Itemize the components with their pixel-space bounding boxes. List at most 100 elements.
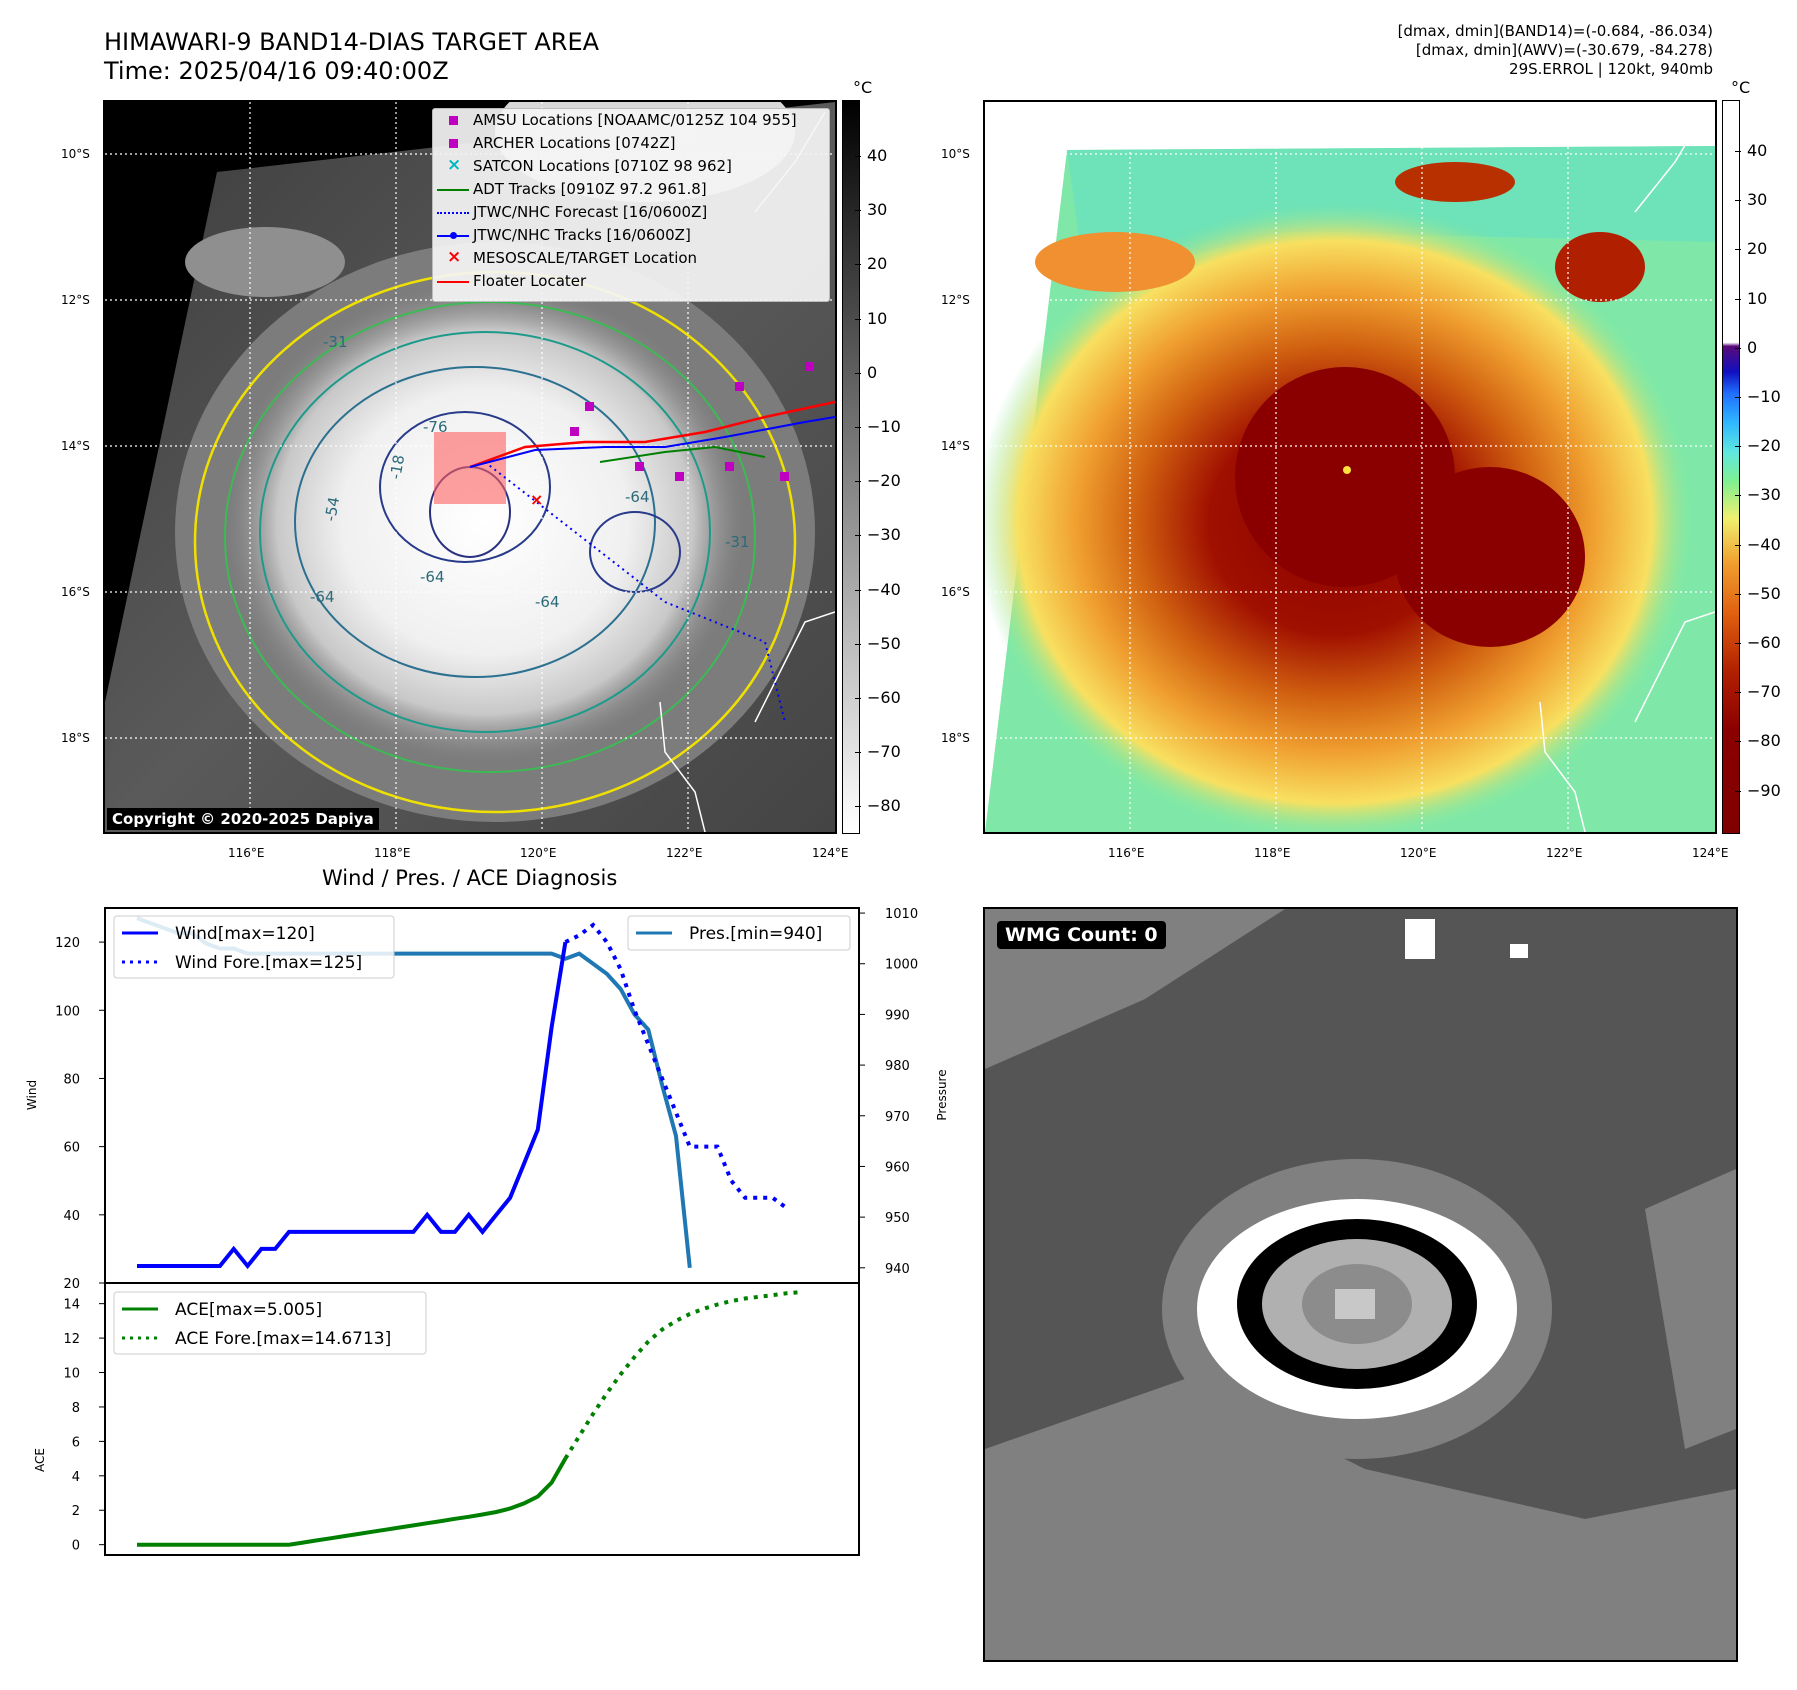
colorbar-tick-label: −70 [867, 742, 901, 762]
colorbar-tick-label: −20 [1747, 436, 1781, 456]
wmg-image [985, 909, 1736, 1660]
colorbar-tick-label: 40 [1747, 141, 1768, 160]
colorbar-tick-mark [855, 156, 861, 157]
legend-symbol-icon: × [447, 247, 462, 267]
colorbar-tick-label: −90 [1747, 780, 1781, 800]
colorbar-tick-mark [1735, 741, 1741, 743]
colorbar-tick-label: −60 [867, 688, 901, 707]
ace-axis-label: ACE [33, 1448, 47, 1472]
colorbar-tick-label: −10 [867, 417, 901, 436]
colorbar-tick-mark [1735, 593, 1741, 595]
legend-item: AMSU Locations [NOAAMC/0125Z 104 955] [433, 109, 829, 132]
lon-label: 118°E [374, 846, 411, 860]
copyright-label: Copyright © 2020-2025 Dapiya [107, 808, 379, 830]
lon-label: 122°E [666, 846, 703, 860]
colorbar-tick-mark [855, 643, 861, 645]
series-line-wind [137, 941, 568, 1270]
wind-tick-label: 80 [63, 1072, 80, 1087]
lon-label: 124°E [1692, 846, 1729, 860]
ace-tick-label: 12 [63, 1332, 80, 1347]
ace-tick-label: 14 [63, 1298, 80, 1313]
colorbar-tick-mark [855, 210, 861, 212]
legend-label: JTWC/NHC Forecast [16/0600Z] [473, 203, 708, 221]
pressure-tick-label: 1010 [885, 907, 918, 922]
colorbar-tick-mark [855, 264, 861, 266]
color-colorbar-unit: °C [1731, 78, 1751, 97]
contour-label: -64 [535, 593, 560, 611]
legend-item: ADT Tracks [0910Z 97.2 961.8] [433, 178, 829, 201]
chart-title: HIMAWARI-9 BAND14-DIAS TARGET AREA [104, 28, 600, 56]
ace-tick-label: 2 [72, 1504, 80, 1519]
info-dmax-awv: [dmax, dmin](AWV)=(-30.679, -84.278) [1415, 41, 1713, 59]
legend-label: Floater Locater [473, 272, 587, 290]
contour-label: -76 [423, 418, 448, 436]
legend-label: SATCON Locations [0710Z 98 962] [473, 157, 732, 175]
legend-wind-label: Wind[max=120] [175, 924, 315, 944]
wind-tick-label: 40 [63, 1209, 80, 1224]
wind-axis-label: Wind [25, 1080, 39, 1110]
wind-tick-label: 100 [55, 1004, 80, 1019]
contour-label: -64 [420, 568, 445, 586]
lat-label: 12°S [941, 293, 970, 307]
pressure-tick-label: 950 [885, 1211, 910, 1226]
color-map-image [985, 102, 1715, 832]
pressure-tick-label: 1000 [885, 958, 918, 973]
pressure-axis-label: Pressure [935, 1069, 949, 1120]
legend-item: × SATCON Locations [0710Z 98 962] [433, 155, 829, 178]
colorbar-tick-label: −50 [867, 633, 901, 653]
colorbar-tick-mark [855, 806, 861, 808]
lon-label: 116°E [1108, 846, 1145, 860]
lon-label: 120°E [520, 846, 557, 860]
ace-tick-label: 8 [72, 1401, 80, 1416]
contour-label: -31 [725, 533, 750, 551]
contour-label: -64 [310, 588, 335, 606]
legend-symbol-icon [433, 178, 473, 201]
chart-time: Time: 2025/04/16 09:40:00Z [104, 57, 449, 85]
contour-label: -31 [323, 333, 348, 351]
colorbar-tick-label: −70 [1747, 682, 1781, 702]
pressure-tick-label: 940 [885, 1262, 910, 1277]
colorbar-tick-mark [1735, 692, 1741, 694]
colorbar-tick-label: −40 [867, 579, 901, 599]
colorbar-tick-label: 20 [867, 254, 888, 274]
colorbar-tick-mark [855, 318, 861, 320]
colorbar-tick-mark [855, 698, 861, 699]
wmg-count-label: WMG Count: 0 [997, 921, 1166, 949]
contour-label: -54 [321, 495, 343, 522]
colorbar-tick-label: 20 [1747, 239, 1768, 259]
info-storm: 29S.ERROL | 120kt, 940mb [1509, 60, 1713, 78]
colorbar-tick-label: −20 [867, 471, 901, 491]
colorbar-tick-label: −80 [1747, 731, 1781, 751]
colorbar-tick-label: 40 [867, 146, 888, 165]
pressure-tick-label: 970 [885, 1110, 910, 1125]
legend-item: × MESOSCALE/TARGET Location [433, 247, 829, 270]
colorbar-tick-label: 0 [867, 362, 878, 382]
legend-symbol-icon [433, 132, 473, 155]
contour-label: -64 [625, 488, 650, 506]
colorbar-tick-mark [1735, 643, 1741, 644]
pressure-tick-label: 990 [885, 1008, 910, 1023]
wind-tick-label: 60 [63, 1141, 80, 1156]
ir-colorbar-unit: °C [853, 78, 873, 97]
colorbar-tick-mark [855, 752, 861, 754]
legend-label: ARCHER Locations [0742Z] [473, 134, 676, 152]
color-colorbar [1722, 100, 1740, 834]
legend-label: AMSU Locations [NOAAMC/0125Z 104 955] [473, 111, 797, 129]
diagnosis-title: Wind / Pres. / ACE Diagnosis [322, 866, 618, 890]
colorbar-tick-label: 30 [867, 200, 888, 220]
wmg-panel: WMG Count: 0 [983, 907, 1738, 1662]
legend-label: MESOSCALE/TARGET Location [473, 249, 698, 267]
colorbar-tick-mark [1735, 790, 1741, 792]
colorbar-tick-label: 10 [867, 308, 888, 328]
legend-label: JTWC/NHC Tracks [16/0600Z] [473, 226, 691, 244]
ace-tick-label: 10 [63, 1367, 80, 1382]
lon-label: 120°E [1400, 846, 1437, 860]
legend-symbol-icon [433, 270, 473, 293]
colorbar-tick-label: −40 [1747, 534, 1781, 554]
legend-item: JTWC/NHC Forecast [16/0600Z] [433, 201, 829, 224]
colorbar-tick-label: 10 [1747, 288, 1768, 308]
colorbar-tick-mark [1735, 151, 1741, 152]
wind-tick-label: 120 [55, 936, 80, 951]
colorbar-tick-mark [1735, 544, 1741, 546]
contour-label: -18 [386, 453, 408, 480]
